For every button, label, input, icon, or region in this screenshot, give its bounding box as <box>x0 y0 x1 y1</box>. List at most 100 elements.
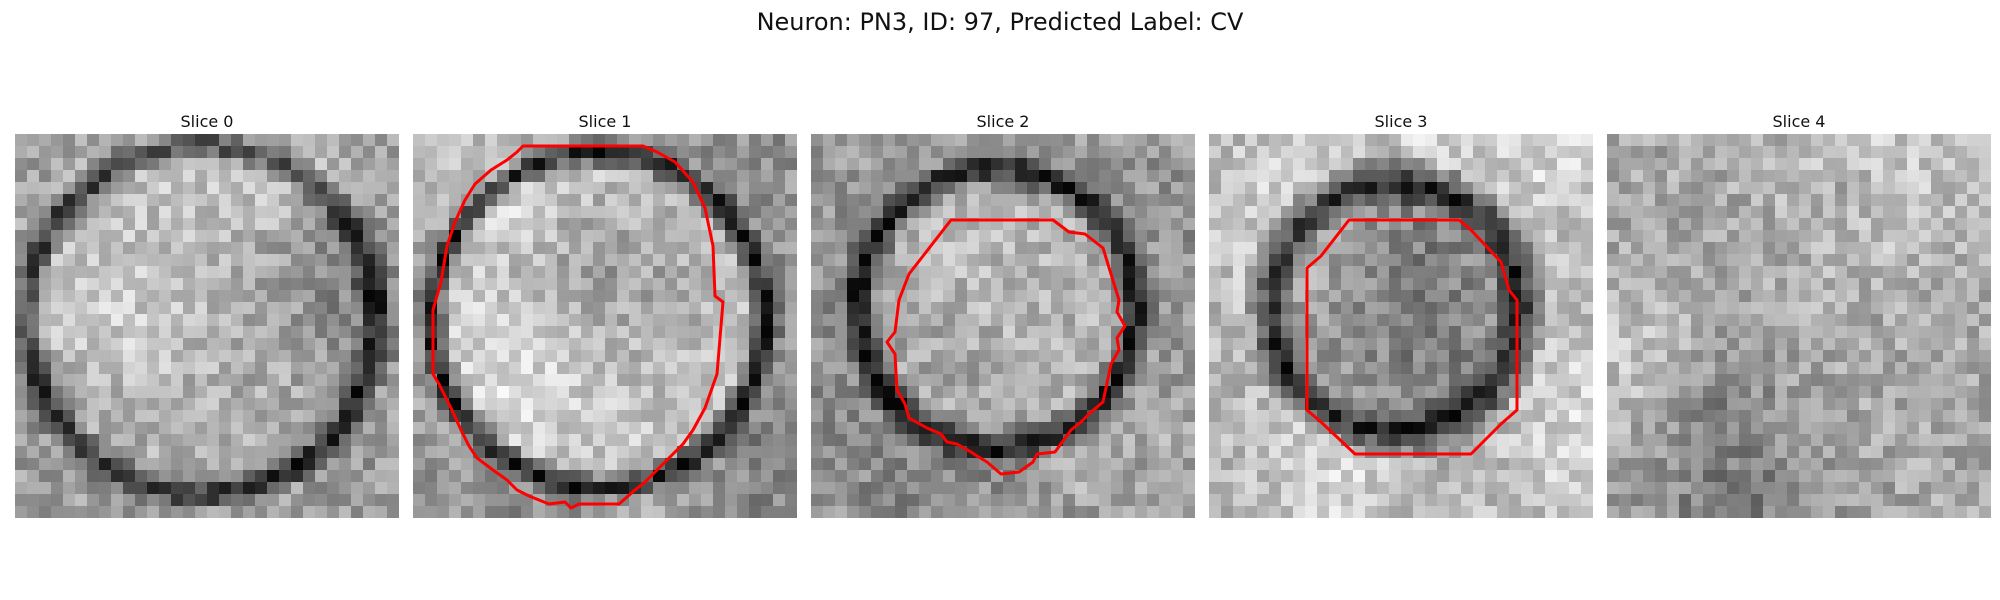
image-pixel <box>557 218 569 230</box>
image-pixel <box>291 458 303 470</box>
image-pixel <box>497 314 509 326</box>
image-pixel <box>1257 374 1269 386</box>
image-pixel <box>243 494 255 506</box>
image-pixel <box>1099 506 1111 518</box>
image-pixel <box>1281 470 1293 482</box>
image-pixel <box>387 218 399 230</box>
image-pixel <box>1581 254 1593 266</box>
image-pixel <box>725 482 737 494</box>
image-pixel <box>267 182 279 194</box>
image-pixel <box>279 254 291 266</box>
image-pixel <box>749 458 761 470</box>
image-pixel <box>1183 206 1195 218</box>
image-pixel <box>1183 182 1195 194</box>
image-pixel <box>99 278 111 290</box>
image-pixel <box>1859 398 1871 410</box>
image-pixel <box>1269 302 1281 314</box>
image-pixel <box>291 326 303 338</box>
image-pixel <box>15 398 27 410</box>
image-pixel <box>207 326 219 338</box>
image-pixel <box>363 254 375 266</box>
image-pixel <box>1039 398 1051 410</box>
image-pixel <box>1931 422 1943 434</box>
image-pixel <box>1147 422 1159 434</box>
image-pixel <box>1509 158 1521 170</box>
image-pixel <box>725 230 737 242</box>
image-pixel <box>1655 218 1667 230</box>
image-pixel <box>1425 422 1437 434</box>
image-pixel <box>895 146 907 158</box>
image-pixel <box>1245 446 1257 458</box>
image-pixel <box>811 254 823 266</box>
image-pixel <box>641 434 653 446</box>
image-pixel <box>991 350 1003 362</box>
image-pixel <box>1389 386 1401 398</box>
image-pixel <box>1799 218 1811 230</box>
image-pixel <box>1461 242 1473 254</box>
image-pixel <box>1847 398 1859 410</box>
image-pixel <box>63 266 75 278</box>
image-pixel <box>1955 242 1967 254</box>
image-pixel <box>1183 386 1195 398</box>
image-pixel <box>425 422 437 434</box>
image-pixel <box>1123 326 1135 338</box>
image-pixel <box>557 314 569 326</box>
image-pixel <box>557 326 569 338</box>
image-pixel <box>243 506 255 518</box>
image-pixel <box>497 434 509 446</box>
image-pixel <box>303 302 315 314</box>
image-pixel <box>943 266 955 278</box>
image-pixel <box>1353 278 1365 290</box>
image-pixel <box>1377 230 1389 242</box>
image-pixel <box>509 218 521 230</box>
image-pixel <box>255 410 267 422</box>
image-pixel <box>1727 302 1739 314</box>
image-pixel <box>1293 326 1305 338</box>
image-pixel <box>15 494 27 506</box>
image-pixel <box>1425 266 1437 278</box>
image-pixel <box>1401 338 1413 350</box>
image-pixel <box>773 206 785 218</box>
image-pixel <box>183 362 195 374</box>
image-pixel <box>1497 398 1509 410</box>
image-pixel <box>713 158 725 170</box>
image-pixel <box>1413 362 1425 374</box>
image-pixel <box>701 302 713 314</box>
image-pixel <box>351 242 363 254</box>
image-pixel <box>1281 314 1293 326</box>
image-pixel <box>1631 326 1643 338</box>
image-pixel <box>1955 326 1967 338</box>
image-pixel <box>1919 194 1931 206</box>
image-pixel <box>1003 170 1015 182</box>
image-pixel <box>1015 254 1027 266</box>
image-pixel <box>1485 302 1497 314</box>
image-pixel <box>979 338 991 350</box>
image-pixel <box>569 158 581 170</box>
image-pixel <box>641 338 653 350</box>
image-pixel <box>967 194 979 206</box>
image-pixel <box>1257 314 1269 326</box>
image-pixel <box>15 158 27 170</box>
image-pixel <box>99 170 111 182</box>
image-pixel <box>1147 398 1159 410</box>
image-pixel <box>725 146 737 158</box>
image-pixel <box>665 374 677 386</box>
image-pixel <box>871 410 883 422</box>
image-pixel <box>1183 410 1195 422</box>
image-pixel <box>521 374 533 386</box>
image-pixel <box>1075 242 1087 254</box>
image-pixel <box>1063 410 1075 422</box>
image-pixel <box>315 482 327 494</box>
image-pixel <box>243 254 255 266</box>
image-pixel <box>1655 194 1667 206</box>
image-pixel <box>569 254 581 266</box>
image-pixel <box>1859 338 1871 350</box>
image-pixel <box>75 134 87 146</box>
image-pixel <box>1425 206 1437 218</box>
image-pixel <box>51 146 63 158</box>
image-pixel <box>207 290 219 302</box>
image-pixel <box>375 206 387 218</box>
image-pixel <box>363 374 375 386</box>
image-pixel <box>1401 494 1413 506</box>
image-pixel <box>773 422 785 434</box>
